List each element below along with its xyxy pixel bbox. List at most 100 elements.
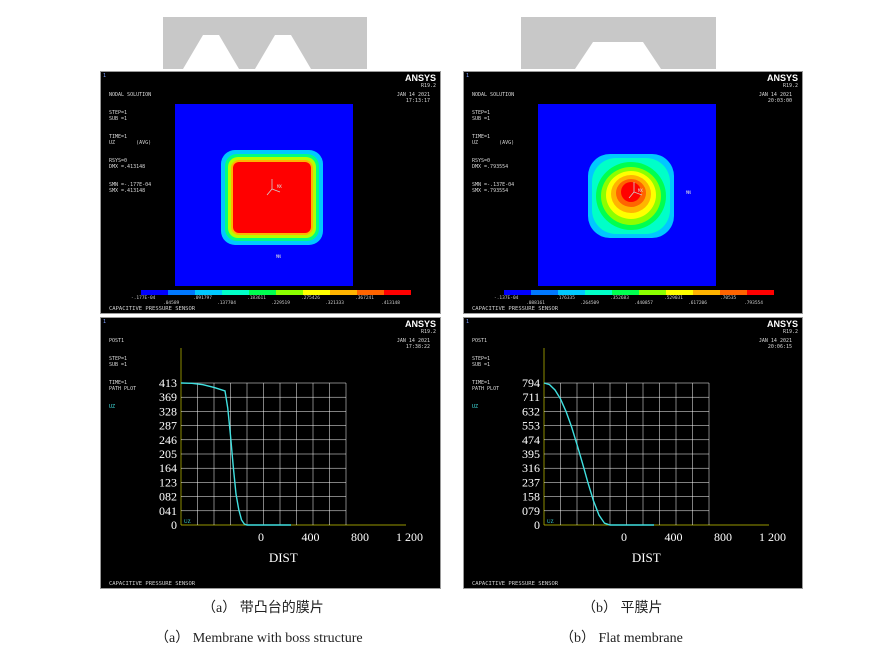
- footer-title: CAPACITIVE PRESSURE SENSOR: [109, 306, 196, 312]
- nodal-info: NODAL SOLUTION STEP=1 SUB =1 TIME=1 UZ (AV…: [472, 92, 515, 194]
- mx-marker: MX: [277, 184, 282, 189]
- colorbar-label: .091797: [193, 296, 212, 301]
- colorbar-label: .183611: [247, 296, 266, 301]
- colorbar-label: -.137E-04: [494, 296, 519, 301]
- y-tick-label: 164: [159, 461, 177, 475]
- path-info: POST1 STEP=1 SUB =1 TIME=1 PATH PLOT UZ: [109, 338, 137, 410]
- y-tick-label: 079: [522, 504, 540, 518]
- time-label: 20:03:00: [767, 98, 792, 104]
- legend-marker: UZ: [547, 520, 554, 525]
- panel-index: 1: [466, 319, 470, 325]
- ansys-logo: ANSYS: [766, 73, 798, 83]
- y-tick-label: 553: [522, 419, 540, 433]
- footer-title: CAPACITIVE PRESSURE SENSOR: [109, 581, 196, 587]
- x-tick-label: 400: [665, 530, 683, 544]
- colorbar-label: .529031: [664, 296, 683, 301]
- panel-a-contour: 1 NODAL SOLUTION STEP=1 SUB =1 TIME=1 UZ (…: [100, 71, 441, 314]
- ansys-logo: ANSYS: [766, 319, 798, 329]
- x-tick-label: 0: [621, 530, 627, 544]
- colorbar-label: .04589: [163, 301, 180, 306]
- flat-membrane-cross-section: [521, 17, 716, 69]
- caption-b-english: （b） Flat membrane: [560, 631, 683, 646]
- x-tick-label: 1 200: [396, 530, 423, 544]
- x-tick-label: 800: [714, 530, 732, 544]
- colorbar-label: .176335: [556, 296, 575, 301]
- ansys-revision: R19.2: [782, 329, 798, 335]
- y-tick-label: 369: [159, 390, 177, 404]
- y-tick-label: 246: [159, 433, 177, 447]
- y-tick-label: 0: [534, 518, 540, 532]
- y-tick-label: 711: [522, 390, 540, 404]
- colorbar-label: .088161: [526, 301, 545, 306]
- colorbar-label: -.177E-04: [131, 296, 156, 301]
- colorbar-label: .137704: [217, 301, 236, 306]
- y-tick-label: 316: [522, 461, 540, 475]
- colorbar-label: .413148: [381, 301, 400, 306]
- y-tick-label: 632: [522, 404, 540, 418]
- x-axis-label: DIST: [269, 550, 298, 565]
- y-tick-label: 205: [159, 447, 177, 461]
- colorbar-label: .440857: [634, 301, 653, 306]
- footer-title: CAPACITIVE PRESSURE SENSOR: [472, 306, 559, 312]
- x-tick-label: 800: [351, 530, 369, 544]
- date-label: JAN 14 2021: [758, 92, 792, 98]
- caption-a-chinese: （a） 带凸台的膜片: [202, 601, 324, 616]
- y-tick-label: 158: [522, 490, 540, 504]
- colorbar-label: .321333: [325, 301, 344, 306]
- panel-b-contour: 1 NODAL SOLUTION STEP=1 SUB =1 TIME=1 UZ (…: [463, 71, 803, 314]
- colorbar-label: .275426: [301, 296, 320, 301]
- x-tick-label: 0: [258, 530, 264, 544]
- path-info: POST1 STEP=1 SUB =1 TIME=1 PATH PLOT UZ: [472, 338, 500, 410]
- y-tick-label: 395: [522, 447, 540, 461]
- ansys-logo: ANSYS: [404, 319, 436, 329]
- panel-index: 1: [466, 73, 470, 79]
- x-tick-label: 400: [302, 530, 320, 544]
- colorbar-label: .367241: [355, 296, 374, 301]
- y-tick-label: 413: [159, 376, 177, 390]
- mn-marker: MN: [276, 254, 281, 259]
- panel-b-path-plot: 1 POST1 STEP=1 SUB =1 TIME=1 PATH PLOT UZ …: [463, 317, 803, 589]
- colorbar-label: .617206: [688, 301, 707, 306]
- x-tick-label: 1 200: [759, 530, 786, 544]
- y-tick-label: 328: [159, 404, 177, 418]
- date-label: JAN 14 2021: [396, 338, 430, 344]
- panel-index: 1: [103, 73, 107, 79]
- footer-title: CAPACITIVE PRESSURE SENSOR: [472, 581, 559, 587]
- mn-marker: MN: [686, 190, 691, 195]
- ansys-revision: R19.2: [420, 83, 436, 89]
- colorbar-label: .70535: [720, 296, 737, 301]
- ansys-revision: R19.2: [420, 329, 436, 335]
- date-label: JAN 14 2021: [396, 92, 430, 98]
- panel-a-path-plot: 1 POST1 STEP=1 SUB =1 TIME=1 PATH PLOT UZ …: [100, 317, 441, 589]
- y-tick-label: 0: [171, 518, 177, 532]
- y-tick-label: 237: [522, 475, 540, 489]
- caption-b-chinese: （b） 平膜片: [582, 601, 663, 616]
- y-tick-label: 041: [159, 504, 177, 518]
- colorbar: [504, 290, 774, 295]
- date-label: JAN 14 2021: [758, 338, 792, 344]
- colorbar-label: .793554: [744, 301, 763, 306]
- ansys-logo: ANSYS: [404, 73, 436, 83]
- mx-marker: MX: [638, 188, 643, 193]
- time-label: 17:13:17: [405, 98, 430, 104]
- series-line: [180, 382, 292, 526]
- y-tick-label: 287: [159, 419, 177, 433]
- panel-index: 1: [103, 319, 107, 325]
- ansys-revision: R19.2: [782, 83, 798, 89]
- time-label: 17:38:22: [405, 344, 430, 350]
- y-tick-label: 082: [159, 490, 177, 504]
- caption-a-english: （a） Membrane with boss structure: [155, 631, 363, 646]
- time-label: 20:06:15: [767, 344, 792, 350]
- legend-marker: UZ: [184, 520, 191, 525]
- y-tick-label: 794: [522, 376, 540, 390]
- colorbar-label: .352683: [610, 296, 629, 301]
- colorbar: [141, 290, 411, 295]
- nodal-info: NODAL SOLUTION STEP=1 SUB =1 TIME=1 UZ (AV…: [109, 92, 152, 194]
- colorbar-label: .229519: [271, 301, 290, 306]
- series-line: [543, 382, 655, 526]
- y-tick-label: 123: [159, 475, 177, 489]
- boss-membrane-cross-section: [163, 17, 367, 69]
- y-tick-label: 474: [522, 433, 540, 447]
